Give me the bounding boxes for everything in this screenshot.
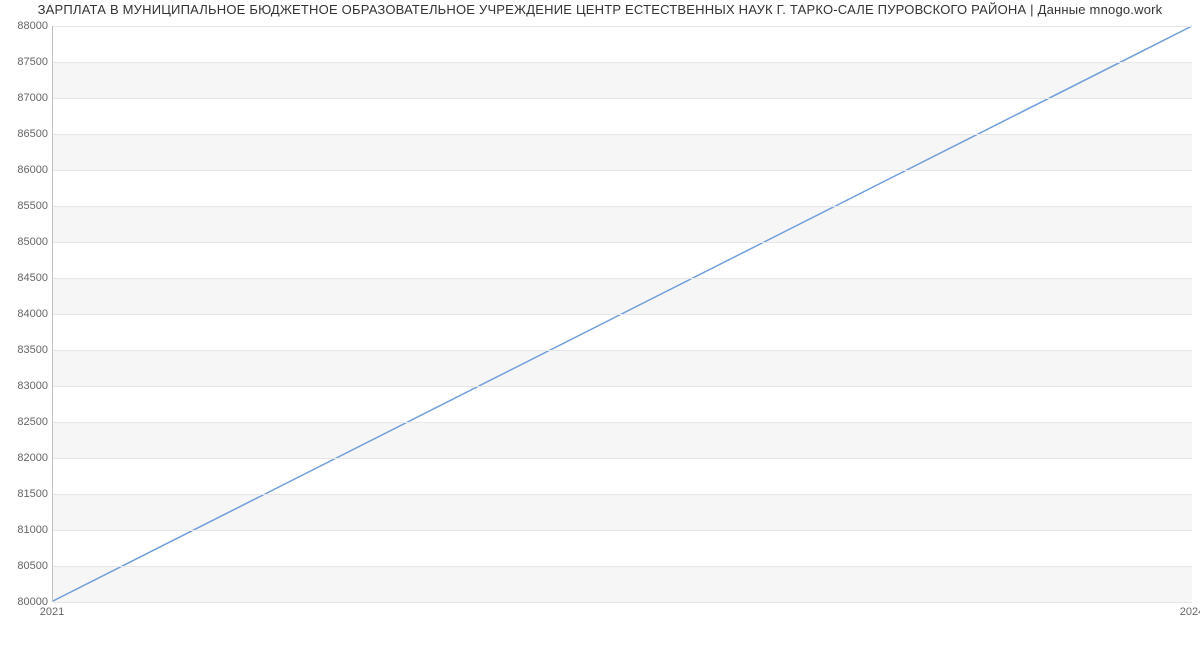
y-tick-label: 87500 <box>4 56 48 68</box>
y-gridline <box>53 278 1192 279</box>
y-tick-label: 85500 <box>4 200 48 212</box>
y-gridline <box>53 494 1192 495</box>
chart-title: ЗАРПЛАТА В МУНИЦИПАЛЬНОЕ БЮДЖЕТНОЕ ОБРАЗ… <box>0 2 1200 17</box>
y-tick-label: 88000 <box>4 20 48 32</box>
y-tick-label: 87000 <box>4 92 48 104</box>
y-gridline <box>53 26 1192 27</box>
y-tick-label: 84500 <box>4 272 48 284</box>
y-tick-label: 84000 <box>4 308 48 320</box>
y-gridline <box>53 422 1192 423</box>
y-gridline <box>53 134 1192 135</box>
y-gridline <box>53 62 1192 63</box>
y-gridline <box>53 386 1192 387</box>
y-gridline <box>53 170 1192 171</box>
x-tick-label: 2021 <box>40 606 64 618</box>
y-tick-label: 83500 <box>4 344 48 356</box>
y-tick-label: 85000 <box>4 236 48 248</box>
y-tick-label: 82500 <box>4 416 48 428</box>
y-tick-label: 81500 <box>4 488 48 500</box>
y-tick-label: 86000 <box>4 164 48 176</box>
y-gridline <box>53 566 1192 567</box>
y-gridline <box>53 350 1192 351</box>
y-gridline <box>53 530 1192 531</box>
y-tick-label: 80500 <box>4 560 48 572</box>
plot-area <box>52 26 1192 602</box>
y-gridline <box>53 314 1192 315</box>
y-tick-label: 83000 <box>4 380 48 392</box>
y-gridline <box>53 242 1192 243</box>
x-tick-label: 2024 <box>1180 606 1200 618</box>
y-gridline <box>53 206 1192 207</box>
y-tick-label: 81000 <box>4 524 48 536</box>
y-gridline <box>53 458 1192 459</box>
y-gridline <box>53 98 1192 99</box>
salary-line-chart: ЗАРПЛАТА В МУНИЦИПАЛЬНОЕ БЮДЖЕТНОЕ ОБРАЗ… <box>0 0 1200 650</box>
y-tick-label: 82000 <box>4 452 48 464</box>
y-gridline <box>53 602 1192 603</box>
y-tick-label: 86500 <box>4 128 48 140</box>
